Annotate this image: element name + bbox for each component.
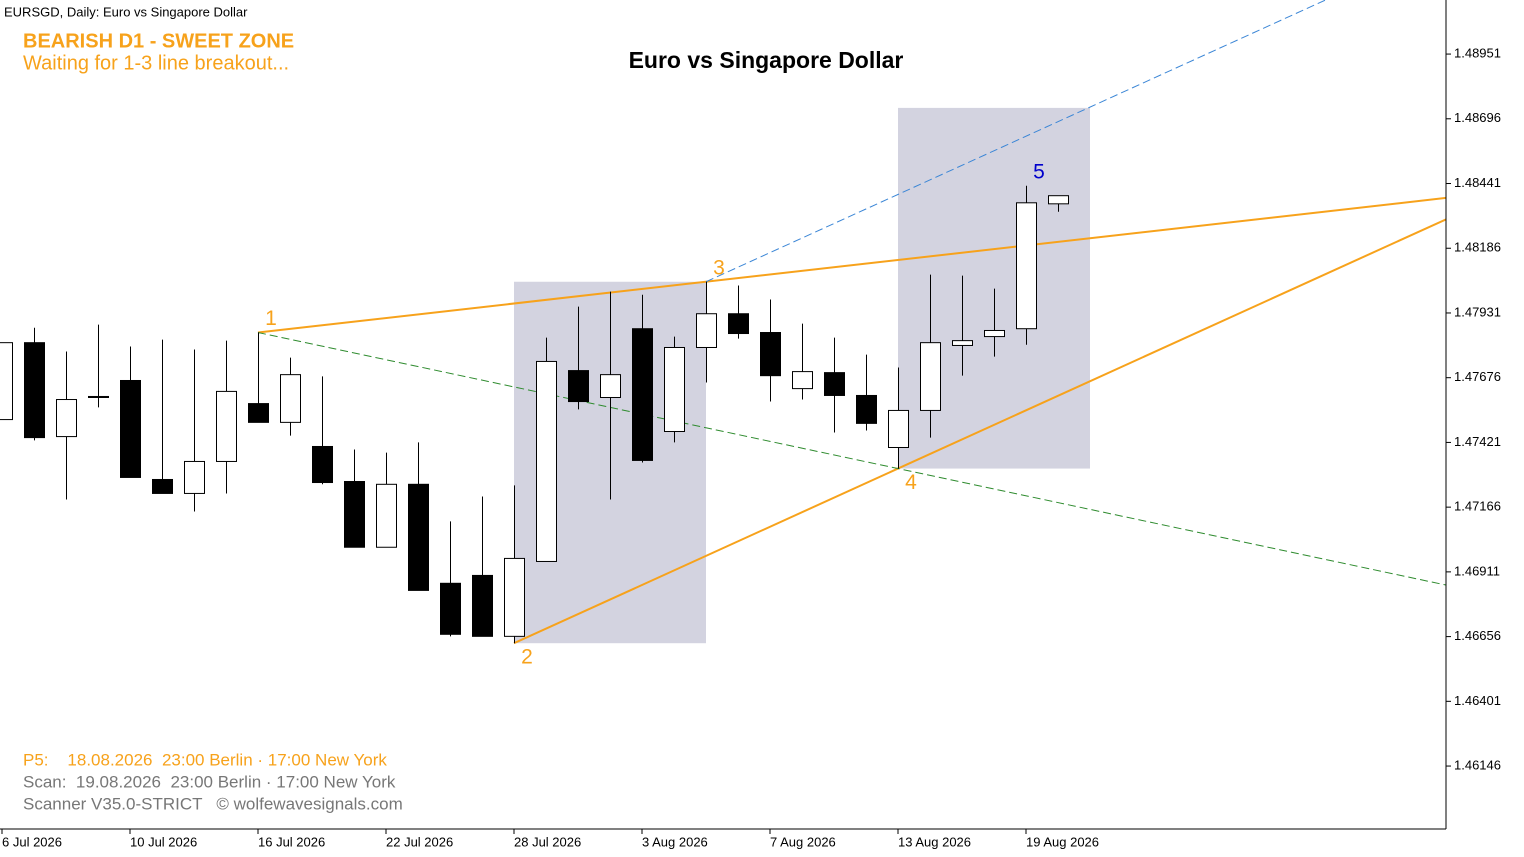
footer-line: Scanner V35.0-STRICT © wolfewavesignals.… (23, 794, 403, 813)
wave-label: 3 (713, 256, 725, 279)
status-line: Waiting for 1-3 line breakout... (23, 52, 289, 74)
y-tick-label: 1.47676 (1454, 369, 1501, 384)
footer-line: P5: 18.08.2026 23:00 Berlin · 17:00 New … (23, 750, 387, 769)
y-tick-label: 1.47421 (1454, 434, 1501, 449)
y-tick-label: 1.48696 (1454, 110, 1501, 125)
candle-body (888, 409, 909, 448)
candle-body (728, 313, 749, 335)
y-tick-label: 1.46911 (1454, 563, 1500, 578)
wave-line (257, 332, 1446, 586)
candle-body (824, 372, 845, 396)
x-tick-label: 10 Jul 2026 (130, 834, 197, 849)
x-tick-label: 6 Jul 2026 (2, 834, 62, 849)
candle-body (376, 483, 397, 548)
x-tick-label: 13 Aug 2026 (898, 834, 971, 849)
zone (898, 107, 1090, 469)
candle-body (632, 328, 653, 461)
chart-title: Euro vs Singapore Dollar (629, 47, 904, 73)
candle-body (600, 374, 621, 398)
x-tick-label: 3 Aug 2026 (642, 834, 708, 849)
y-tick-label: 1.46401 (1454, 693, 1501, 708)
candle-body (120, 379, 141, 478)
candle-body (88, 395, 109, 398)
y-tick-label: 1.47166 (1454, 499, 1501, 514)
y-tick-label: 1.48441 (1454, 175, 1501, 190)
candle-body (664, 346, 685, 433)
y-tick-label: 1.48951 (1454, 46, 1501, 61)
y-tick-label: 1.48186 (1454, 240, 1501, 255)
candle-body (184, 460, 205, 494)
status-line: BEARISH D1 - SWEET ZONE (23, 30, 294, 52)
candle-body (568, 370, 589, 403)
wave-line (513, 218, 1446, 645)
candle-body (792, 371, 813, 390)
x-tick-label: 19 Aug 2026 (1026, 834, 1099, 849)
candle-body (56, 399, 77, 438)
candle-body (984, 329, 1005, 338)
candle-body (952, 340, 973, 346)
candle-body (440, 582, 461, 635)
wave-lines (257, 0, 1446, 645)
x-tick-label: 28 Jul 2026 (514, 834, 581, 849)
candles (0, 185, 1069, 644)
candle-body (920, 342, 941, 411)
footer-line: Scan: 19.08.2026 23:00 Berlin · 17:00 Ne… (23, 772, 396, 791)
candle-body (248, 403, 269, 423)
candle-body (152, 478, 173, 494)
candle-body (1048, 195, 1069, 205)
wave-line (257, 196, 1446, 334)
wave-label: 2 (521, 646, 533, 669)
y-tick-label: 1.47931 (1454, 304, 1501, 319)
candle-body (280, 374, 301, 423)
candle-body (536, 360, 557, 562)
wave-label: 1 (265, 307, 277, 330)
candle-body (856, 394, 877, 424)
x-tick-label: 7 Aug 2026 (770, 834, 836, 849)
wave-label: 4 (905, 471, 917, 494)
candle-body (760, 332, 781, 377)
x-tick-label: 16 Jul 2026 (258, 834, 325, 849)
x-tick-label: 22 Jul 2026 (386, 834, 453, 849)
candle-body (216, 390, 237, 462)
candle-body (1016, 202, 1037, 330)
wave-label: 5 (1033, 160, 1045, 183)
candle-body (696, 313, 717, 348)
candle-body (344, 481, 365, 548)
chart-header: EURSGD, Daily: Euro vs Singapore Dollar (4, 4, 248, 19)
y-tick-label: 1.46146 (1454, 757, 1501, 772)
candle-body (408, 483, 429, 591)
wave-line (705, 0, 1327, 283)
y-tick-label: 1.46656 (1454, 628, 1501, 643)
candle-body (504, 557, 525, 637)
candle-body (312, 445, 333, 484)
candle-body (24, 342, 45, 439)
candle-body (472, 574, 493, 637)
labels: 1 2 3 4 5 (265, 160, 1045, 668)
candle-body (0, 342, 13, 421)
